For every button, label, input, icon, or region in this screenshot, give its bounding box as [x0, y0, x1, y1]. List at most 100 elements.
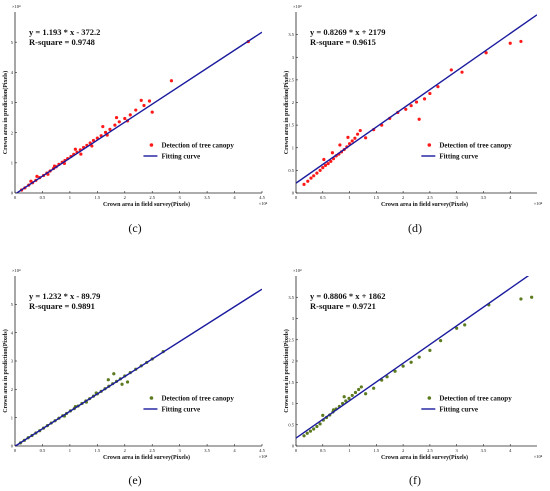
data-point	[357, 387, 361, 392]
y-tick-label: 2	[11, 387, 13, 392]
y-tick-label: 3	[292, 316, 295, 321]
data-point	[147, 99, 152, 103]
data-point	[326, 161, 330, 166]
chart-panel-c: 0 0.5 1 1.5 2 2.5 3 3.5 4 4.5 0 1 2 3 4 5 ×10⁴ ×10⁴ Crown …	[2, 4, 268, 235]
data-point	[120, 382, 124, 386]
x-tick-label: 1.5	[95, 448, 101, 453]
data-point	[393, 369, 397, 373]
y-tick-label: 3.5	[288, 32, 294, 37]
x-tick-label: 3	[456, 195, 459, 200]
x-axis-label: Crown area in field survey(Pixels)	[381, 454, 468, 461]
data-point	[318, 168, 322, 172]
legend-line-label: Fitting curve	[439, 406, 478, 414]
data-point	[117, 120, 121, 124]
panel-caption: (e)	[128, 473, 141, 487]
y-axis-multiplier: ×10⁴	[293, 4, 302, 9]
x-tick-label: 1	[69, 195, 71, 200]
y-tick-label: 2.5	[288, 337, 294, 342]
y-axis-multiplier: ×10⁴	[12, 4, 21, 9]
y-axis-label: Crown area in prediction(Pixels)	[2, 71, 9, 155]
data-point	[463, 323, 467, 327]
x-tick-label: 1	[69, 448, 71, 453]
legend-line-label: Fitting curve	[439, 153, 478, 161]
data-point	[401, 364, 405, 368]
data-point	[417, 355, 421, 359]
data-point	[112, 372, 116, 376]
data-point	[353, 390, 358, 395]
y-tick-label: 1.5	[288, 380, 294, 385]
data-point	[346, 135, 350, 139]
data-point	[103, 130, 108, 134]
x-tick-label: 3.5	[481, 195, 487, 200]
data-point	[315, 424, 319, 429]
legend-point-swatch	[149, 396, 154, 400]
data-point	[364, 136, 368, 140]
data-point	[35, 174, 39, 179]
data-point	[338, 143, 342, 147]
y-tick-label: 3	[11, 359, 14, 364]
y-tick-label: 2.5	[288, 77, 294, 82]
data-point	[318, 422, 322, 426]
x-tick-label: 3.5	[481, 448, 487, 453]
y-tick-label: 3	[11, 100, 14, 105]
x-tick-label: 3.5	[204, 448, 210, 453]
x-tick-label: 1	[348, 448, 350, 453]
data-point	[73, 147, 77, 151]
fitting-curve-line	[15, 31, 262, 193]
equation-text: y = 1.193 * x - 372.2	[29, 27, 100, 37]
x-tick-label: 3.5	[204, 195, 210, 200]
y-axis-label: Crown area in prediction(Pixels)	[283, 329, 290, 413]
x-tick-label: 4	[509, 448, 512, 453]
x-tick-label: 2	[402, 448, 404, 453]
x-tick-label: 2.5	[427, 448, 433, 453]
data-point	[350, 139, 354, 143]
chart-panel-e: 0 0.5 1 1.5 2 2.5 3 3.5 4 4.5 0 1 2 3 4 5 ×10⁴ ×10⁴ Crown …	[2, 268, 268, 487]
data-point	[385, 375, 389, 379]
x-tick-label: 0.5	[40, 448, 46, 453]
data-point	[439, 339, 443, 343]
data-point	[344, 399, 348, 403]
data-point	[329, 159, 333, 163]
x-axis-label: Crown area in field survey(Pixels)	[103, 201, 190, 208]
data-point	[372, 386, 376, 390]
y-axis-multiplier: ×10⁴	[12, 268, 21, 273]
x-tick-label: 2.5	[149, 448, 155, 453]
r-square-text: R-square = 0.9615	[310, 37, 376, 47]
data-point	[449, 68, 453, 72]
data-point	[409, 360, 413, 364]
y-tick-label: 0	[11, 191, 14, 196]
data-point	[460, 70, 464, 74]
data-point	[422, 97, 427, 101]
x-tick-label: 1	[348, 195, 350, 200]
fitting-curve-line	[296, 276, 530, 439]
y-tick-label: 4	[11, 330, 14, 335]
legend-point-swatch	[149, 143, 154, 147]
data-point	[306, 179, 310, 183]
data-point	[358, 128, 362, 133]
x-tick-label: 1.5	[95, 195, 101, 200]
x-tick-label: 4.5	[259, 448, 265, 453]
x-tick-label: 2	[124, 195, 126, 200]
data-point	[29, 179, 33, 183]
plot-area	[15, 288, 262, 446]
y-tick-label: 2	[11, 130, 13, 135]
data-point	[347, 396, 351, 400]
x-tick-label: 0	[295, 448, 298, 453]
equation-text: y = 1.232 * x - 89.79	[29, 291, 100, 301]
x-axis-label: Crown area in field survey(Pixels)	[103, 454, 190, 461]
y-tick-label: 1	[292, 145, 294, 150]
y-axis-label: Crown area in prediction(Pixels)	[283, 71, 290, 155]
x-tick-label: 1.5	[374, 448, 380, 453]
y-axis-multiplier: ×10⁴	[293, 268, 302, 273]
y-tick-label: 0.5	[288, 168, 294, 173]
y-tick-label: 0.5	[288, 422, 294, 427]
x-axis-multiplier: ×10⁴	[534, 201, 543, 206]
chart-panel-f: 0 0.5 1 1.5 2 2.5 3 3.5 4 0 0.5 1 1.5 2 2.5 3 3.5 ×10⁴ ×10…	[283, 268, 543, 487]
data-point	[125, 380, 130, 384]
y-tick-label: 1	[11, 160, 13, 165]
data-point	[139, 98, 143, 102]
data-point	[322, 157, 326, 162]
data-point	[364, 392, 368, 396]
legend-line-label: Fitting curve	[161, 153, 200, 161]
